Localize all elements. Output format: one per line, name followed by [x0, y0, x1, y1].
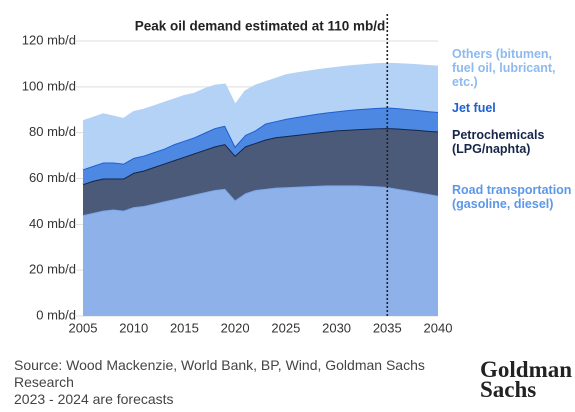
- logo-line: Sachs: [480, 377, 537, 402]
- y-tick-label: 120 mb/d: [22, 32, 76, 47]
- y-tick-label: 100 mb/d: [22, 78, 76, 93]
- area: [83, 107, 438, 185]
- y-tick-label: 40 mb/d: [29, 216, 76, 231]
- x-tick-label: 2020: [221, 320, 250, 335]
- area: [83, 128, 438, 216]
- logo-line: Goldman: [480, 357, 573, 382]
- area: [83, 63, 438, 170]
- source: Source: Wood Mackenzie, World Bank, BP, …: [14, 357, 425, 390]
- y-tick-label: 80 mb/d: [29, 124, 76, 139]
- area: [83, 185, 438, 316]
- legend-label: Road transportation (gasoline, diesel): [452, 183, 572, 211]
- note: 2023 - 2024 are forecasts: [14, 391, 174, 407]
- x-tick-label: 2030: [322, 320, 351, 335]
- x-tick-label: 2025: [271, 320, 300, 335]
- legend-label: Petrochemicals (LPG/naphta): [452, 128, 545, 156]
- areas: [82, 62, 439, 316]
- x-tick-label: 2015: [170, 320, 199, 335]
- y-tick-label: 20 mb/d: [29, 262, 76, 277]
- area-top-line: [82, 62, 439, 123]
- area-top-line: [82, 184, 439, 217]
- y-tick-label: 0 mb/d: [36, 307, 76, 322]
- x-tick-label: 2005: [69, 320, 98, 335]
- annotation-text: Peak oil demand estimated at 110 mb/d: [135, 19, 386, 34]
- y-tick-label: 60 mb/d: [29, 170, 76, 185]
- x-tick-label: 2035: [373, 320, 402, 335]
- x-tick-label: 2010: [119, 320, 148, 335]
- legend-label: Jet fuel: [452, 101, 496, 115]
- x-tick-label: 2040: [424, 320, 453, 335]
- legend-label: Others (bitumen, fuel oil, lubricant, et…: [452, 47, 556, 89]
